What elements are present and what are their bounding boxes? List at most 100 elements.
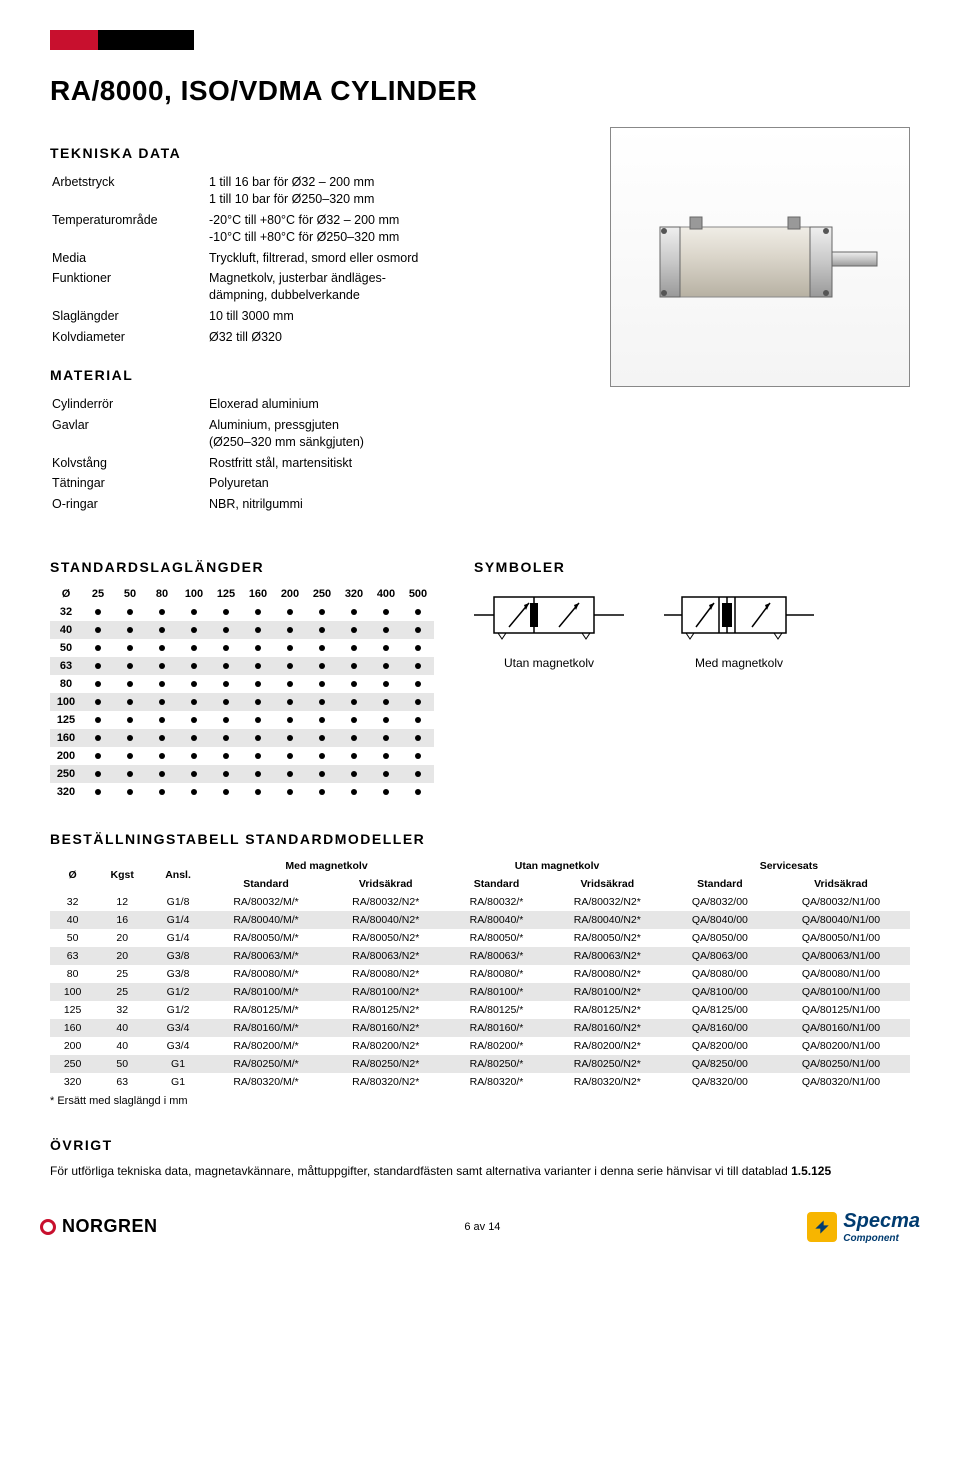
- order-cell: RA/80080/*: [446, 965, 547, 983]
- order-cell: 200: [50, 1037, 95, 1055]
- order-cell: RA/80250/N2*: [325, 1055, 446, 1073]
- order-cell: RA/80320/*: [446, 1073, 547, 1091]
- dot-cell: [306, 675, 338, 693]
- dot-cell: [146, 693, 178, 711]
- order-cell: QA/80100/N1/00: [772, 983, 910, 1001]
- order-cell: QA/8125/00: [668, 1001, 772, 1019]
- order-footnote: * Ersätt med slaglängd i mm: [50, 1095, 910, 1107]
- heading-tekniska: TEKNISKA DATA: [50, 145, 580, 161]
- bar-black-1: [98, 30, 146, 50]
- dot-cell: [242, 693, 274, 711]
- dot-cell: [210, 603, 242, 621]
- spec-val: NBR, nitrilgummi: [209, 495, 578, 514]
- order-cell: RA/80032/N2*: [325, 893, 446, 911]
- bar-black-2: [146, 30, 194, 50]
- dot-cell: [402, 747, 434, 765]
- order-cell: RA/80063/N2*: [325, 947, 446, 965]
- dot-cell: [370, 711, 402, 729]
- dot-cell: [306, 639, 338, 657]
- spec-key: Funktioner: [52, 269, 207, 305]
- dot-col-header: 250: [306, 585, 338, 603]
- spec-val: Eloxerad aluminium: [209, 395, 578, 414]
- dot-col-header: 125: [210, 585, 242, 603]
- order-cell: 20: [95, 929, 149, 947]
- order-cell: RA/80080/M/*: [207, 965, 325, 983]
- dot-cell: [114, 729, 146, 747]
- dot-cell: [178, 621, 210, 639]
- dot-cell: [178, 765, 210, 783]
- order-table: ØKgstAnsl.Med magnetkolvUtan magnetkolvS…: [50, 857, 910, 1091]
- dot-cell: [146, 639, 178, 657]
- dot-cell: [274, 675, 306, 693]
- dot-cell: [82, 711, 114, 729]
- dot-cell: [146, 657, 178, 675]
- dot-row-header: 125: [50, 711, 82, 729]
- dot-cell: [178, 729, 210, 747]
- dot-cell: [114, 603, 146, 621]
- dot-cell: [274, 621, 306, 639]
- order-cell: RA/80063/N2*: [547, 947, 668, 965]
- dot-col-header: 25: [82, 585, 114, 603]
- dot-cell: [146, 675, 178, 693]
- spec-val: Aluminium, pressgjuten(Ø250–320 mm sänkg…: [209, 416, 578, 452]
- dot-cell: [402, 783, 434, 801]
- top-color-bar: [50, 30, 910, 50]
- dot-col-header: 160: [242, 585, 274, 603]
- heading-ovrigt: ÖVRIGT: [50, 1137, 910, 1153]
- order-cell: RA/80200/N2*: [325, 1037, 446, 1055]
- tekniska-table: Arbetstryck1 till 16 bar för Ø32 – 200 m…: [50, 171, 580, 349]
- order-cell: 50: [50, 929, 95, 947]
- order-cell: 63: [95, 1073, 149, 1091]
- dot-cell: [178, 657, 210, 675]
- dot-cell: [178, 675, 210, 693]
- dot-cell: [306, 729, 338, 747]
- order-cell: RA/80032/N2*: [547, 893, 668, 911]
- dot-cell: [306, 657, 338, 675]
- dot-row-header: 200: [50, 747, 82, 765]
- order-cell: 80: [50, 965, 95, 983]
- dot-cell: [274, 711, 306, 729]
- dot-cell: [274, 765, 306, 783]
- order-cell: RA/80320/N2*: [325, 1073, 446, 1091]
- dot-row-header: 320: [50, 783, 82, 801]
- dot-col-header: 500: [402, 585, 434, 603]
- spec-key: Media: [52, 249, 207, 268]
- dot-cell: [146, 621, 178, 639]
- dot-row-header: 50: [50, 639, 82, 657]
- dot-cell: [210, 639, 242, 657]
- order-cell: 25: [95, 983, 149, 1001]
- norgren-logo: NORGREN: [40, 1216, 158, 1237]
- order-group-header: Servicesats: [668, 857, 910, 875]
- dot-cell: [370, 603, 402, 621]
- heading-bestall: BESTÄLLNINGSTABELL STANDARDMODELLER: [50, 831, 910, 847]
- order-cell: RA/80250/M/*: [207, 1055, 325, 1073]
- dot-cell: [306, 621, 338, 639]
- order-cell: QA/8100/00: [668, 983, 772, 1001]
- order-cell: 25: [95, 965, 149, 983]
- order-cell: QA/80050/N1/00: [772, 929, 910, 947]
- dot-cell: [402, 693, 434, 711]
- order-cell: RA/80050/M/*: [207, 929, 325, 947]
- dot-cell: [338, 657, 370, 675]
- dot-cell: [274, 693, 306, 711]
- material-table: CylinderrörEloxerad aluminiumGavlarAlumi…: [50, 393, 580, 516]
- order-cell: RA/80032/*: [446, 893, 547, 911]
- order-cell: RA/80100/M/*: [207, 983, 325, 1001]
- spec-key: Temperaturområde: [52, 211, 207, 247]
- order-cell: RA/80080/N2*: [547, 965, 668, 983]
- order-cell: G1: [149, 1073, 207, 1091]
- order-cell: RA/80250/N2*: [547, 1055, 668, 1073]
- dot-cell: [306, 765, 338, 783]
- dot-cell: [370, 693, 402, 711]
- specma-mark-icon: [807, 1212, 837, 1242]
- spec-key: Slaglängder: [52, 307, 207, 326]
- order-cell: RA/80100/N2*: [325, 983, 446, 1001]
- order-cell: RA/80040/M/*: [207, 911, 325, 929]
- order-cell: 40: [95, 1037, 149, 1055]
- dot-cell: [402, 621, 434, 639]
- order-cell: RA/80160/N2*: [325, 1019, 446, 1037]
- dot-cell: [274, 729, 306, 747]
- dot-cell: [114, 711, 146, 729]
- order-cell: G1/2: [149, 1001, 207, 1019]
- dot-cell: [210, 747, 242, 765]
